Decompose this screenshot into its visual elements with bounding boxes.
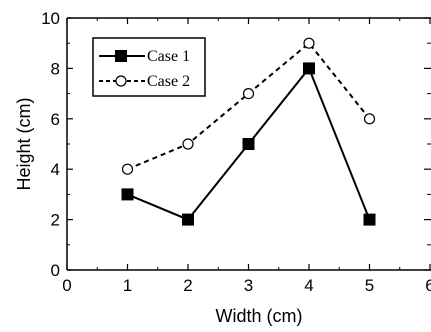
data-point-case-2 <box>182 138 194 150</box>
x-tick-label: 4 <box>304 276 313 295</box>
y-tick-label: 0 <box>51 261 60 280</box>
y-tick-label: 10 <box>41 9 60 28</box>
data-point-case-1 <box>121 188 134 201</box>
x-tick-label: 5 <box>365 276 374 295</box>
x-tick-label: 2 <box>183 276 192 295</box>
legend-item-case-1: Case 1 <box>99 48 190 65</box>
data-point-case-1 <box>363 213 376 226</box>
y-tick-label: 8 <box>51 59 60 78</box>
data-point-case-2 <box>303 37 315 49</box>
data-point-case-2 <box>121 163 134 175</box>
legend: Case 1 Case 2 <box>92 37 206 97</box>
data-point-case-2 <box>363 113 376 125</box>
data-point-case-1 <box>303 62 315 75</box>
legend-label-case-2: Case 2 <box>147 73 190 90</box>
axes-layer: 0 1 2 3 4 5 6 0 2 4 6 8 10 <box>41 9 431 295</box>
x-tick-label: 1 <box>123 276 132 295</box>
legend-marker-case-1 <box>115 50 127 62</box>
x-tick-label: 0 <box>62 276 71 295</box>
y-axis-title: Height (cm) <box>14 97 34 190</box>
legend-box <box>92 37 206 97</box>
data-point-case-2 <box>242 87 255 100</box>
y-tick-label: 4 <box>51 160 60 179</box>
x-axis-title: Width (cm) <box>216 306 303 326</box>
series-layer <box>121 37 376 226</box>
x-tick-label: 3 <box>244 276 253 295</box>
data-point-case-1 <box>182 213 194 226</box>
y-tick-label: 6 <box>51 110 60 129</box>
x-tick-label: 6 <box>425 276 431 295</box>
legend-label-case-1: Case 1 <box>147 48 190 65</box>
y-tick-label: 2 <box>51 211 60 230</box>
data-point-case-1 <box>242 138 255 150</box>
legend-item-case-2: Case 2 <box>99 73 190 90</box>
legend-marker-case-2 <box>115 75 127 87</box>
